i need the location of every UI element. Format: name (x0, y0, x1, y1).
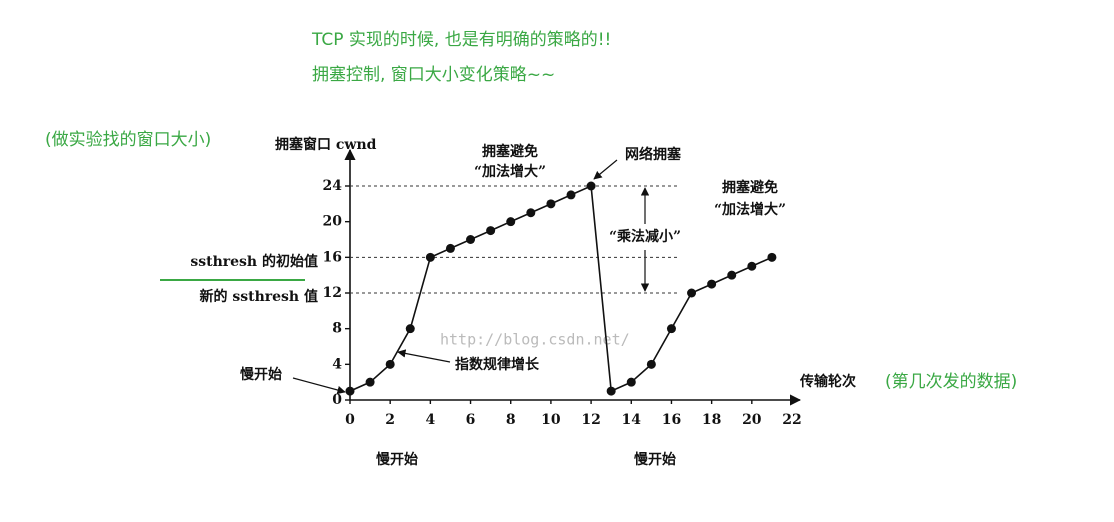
data-point (687, 288, 697, 298)
data-point (526, 208, 536, 218)
arrow (593, 159, 618, 180)
annotation: 慢开始 (634, 451, 676, 468)
x-tick-label: 18 (702, 412, 721, 428)
data-point (466, 235, 476, 244)
x-tick-label: 20 (742, 412, 762, 428)
data-point (506, 217, 516, 227)
x-tick-label: 8 (506, 412, 516, 428)
annotation: 新的 ssthresh 值 (199, 288, 318, 305)
x-tick-label: 6 (466, 412, 476, 428)
y-tick-label: 16 (323, 249, 342, 265)
data-point (425, 252, 435, 262)
x-tick-label: 16 (662, 412, 681, 428)
watermark: http://blog.csdn.net/ (440, 331, 630, 349)
y-tick-label: 8 (332, 321, 342, 337)
x-tick-label: 22 (782, 412, 801, 428)
data-point (606, 386, 616, 396)
arrow (397, 349, 451, 363)
y-tick-label: 20 (323, 214, 343, 230)
y-tick-label: 24 (323, 178, 343, 194)
data-point (747, 261, 757, 271)
note: 拥塞控制, 窗口大小变化策略~~ (312, 65, 555, 85)
x-tick-label: 12 (581, 412, 600, 428)
note: (第几次发的数据) (885, 372, 1017, 392)
annotation: 拥塞避免 (482, 143, 538, 160)
note: TCP 实现的时候, 也是有明确的策略的!! (311, 30, 611, 50)
annotation: “乘法减小” (609, 228, 681, 245)
data-point (646, 359, 656, 369)
annotation: ssthresh 的初始值 (190, 253, 318, 270)
data-point (727, 270, 737, 280)
data-point (486, 226, 496, 236)
y-tick-label: 0 (332, 392, 342, 408)
data-point (707, 279, 717, 289)
series-line (349, 184, 773, 393)
data-point (385, 359, 395, 369)
data-point (345, 386, 355, 396)
annotation: “加法增大” (714, 201, 786, 218)
annotation: 拥塞避免 (722, 179, 778, 196)
data-point (767, 252, 777, 262)
y-axis-label: 拥塞窗口 cwnd (275, 136, 377, 153)
x-tick-label: 2 (385, 412, 395, 428)
annotation: 慢开始 (376, 451, 418, 468)
y-tick-label: 12 (323, 285, 342, 301)
data-point (586, 181, 596, 191)
data-point (566, 190, 576, 200)
x-tick-label: 4 (425, 412, 435, 428)
x-axis-label: 传输轮次 (799, 373, 856, 390)
data-point (546, 199, 556, 209)
arrow (292, 377, 346, 395)
data-point (626, 377, 636, 387)
x-tick-label: 0 (345, 412, 355, 428)
data-point (445, 243, 455, 253)
data-point (365, 377, 375, 387)
annotation: 网络拥塞 (625, 146, 682, 163)
annotation: 慢开始 (240, 366, 282, 383)
data-point (405, 324, 415, 334)
annotation: “加法增大” (474, 163, 546, 180)
annotation: 指数规律增长 (455, 356, 540, 373)
data-point (666, 324, 676, 334)
note: (做实验找的窗口大小) (45, 130, 211, 150)
x-tick-label: 10 (541, 412, 561, 428)
y-tick-label: 4 (332, 356, 342, 372)
x-tick-label: 14 (622, 412, 642, 428)
